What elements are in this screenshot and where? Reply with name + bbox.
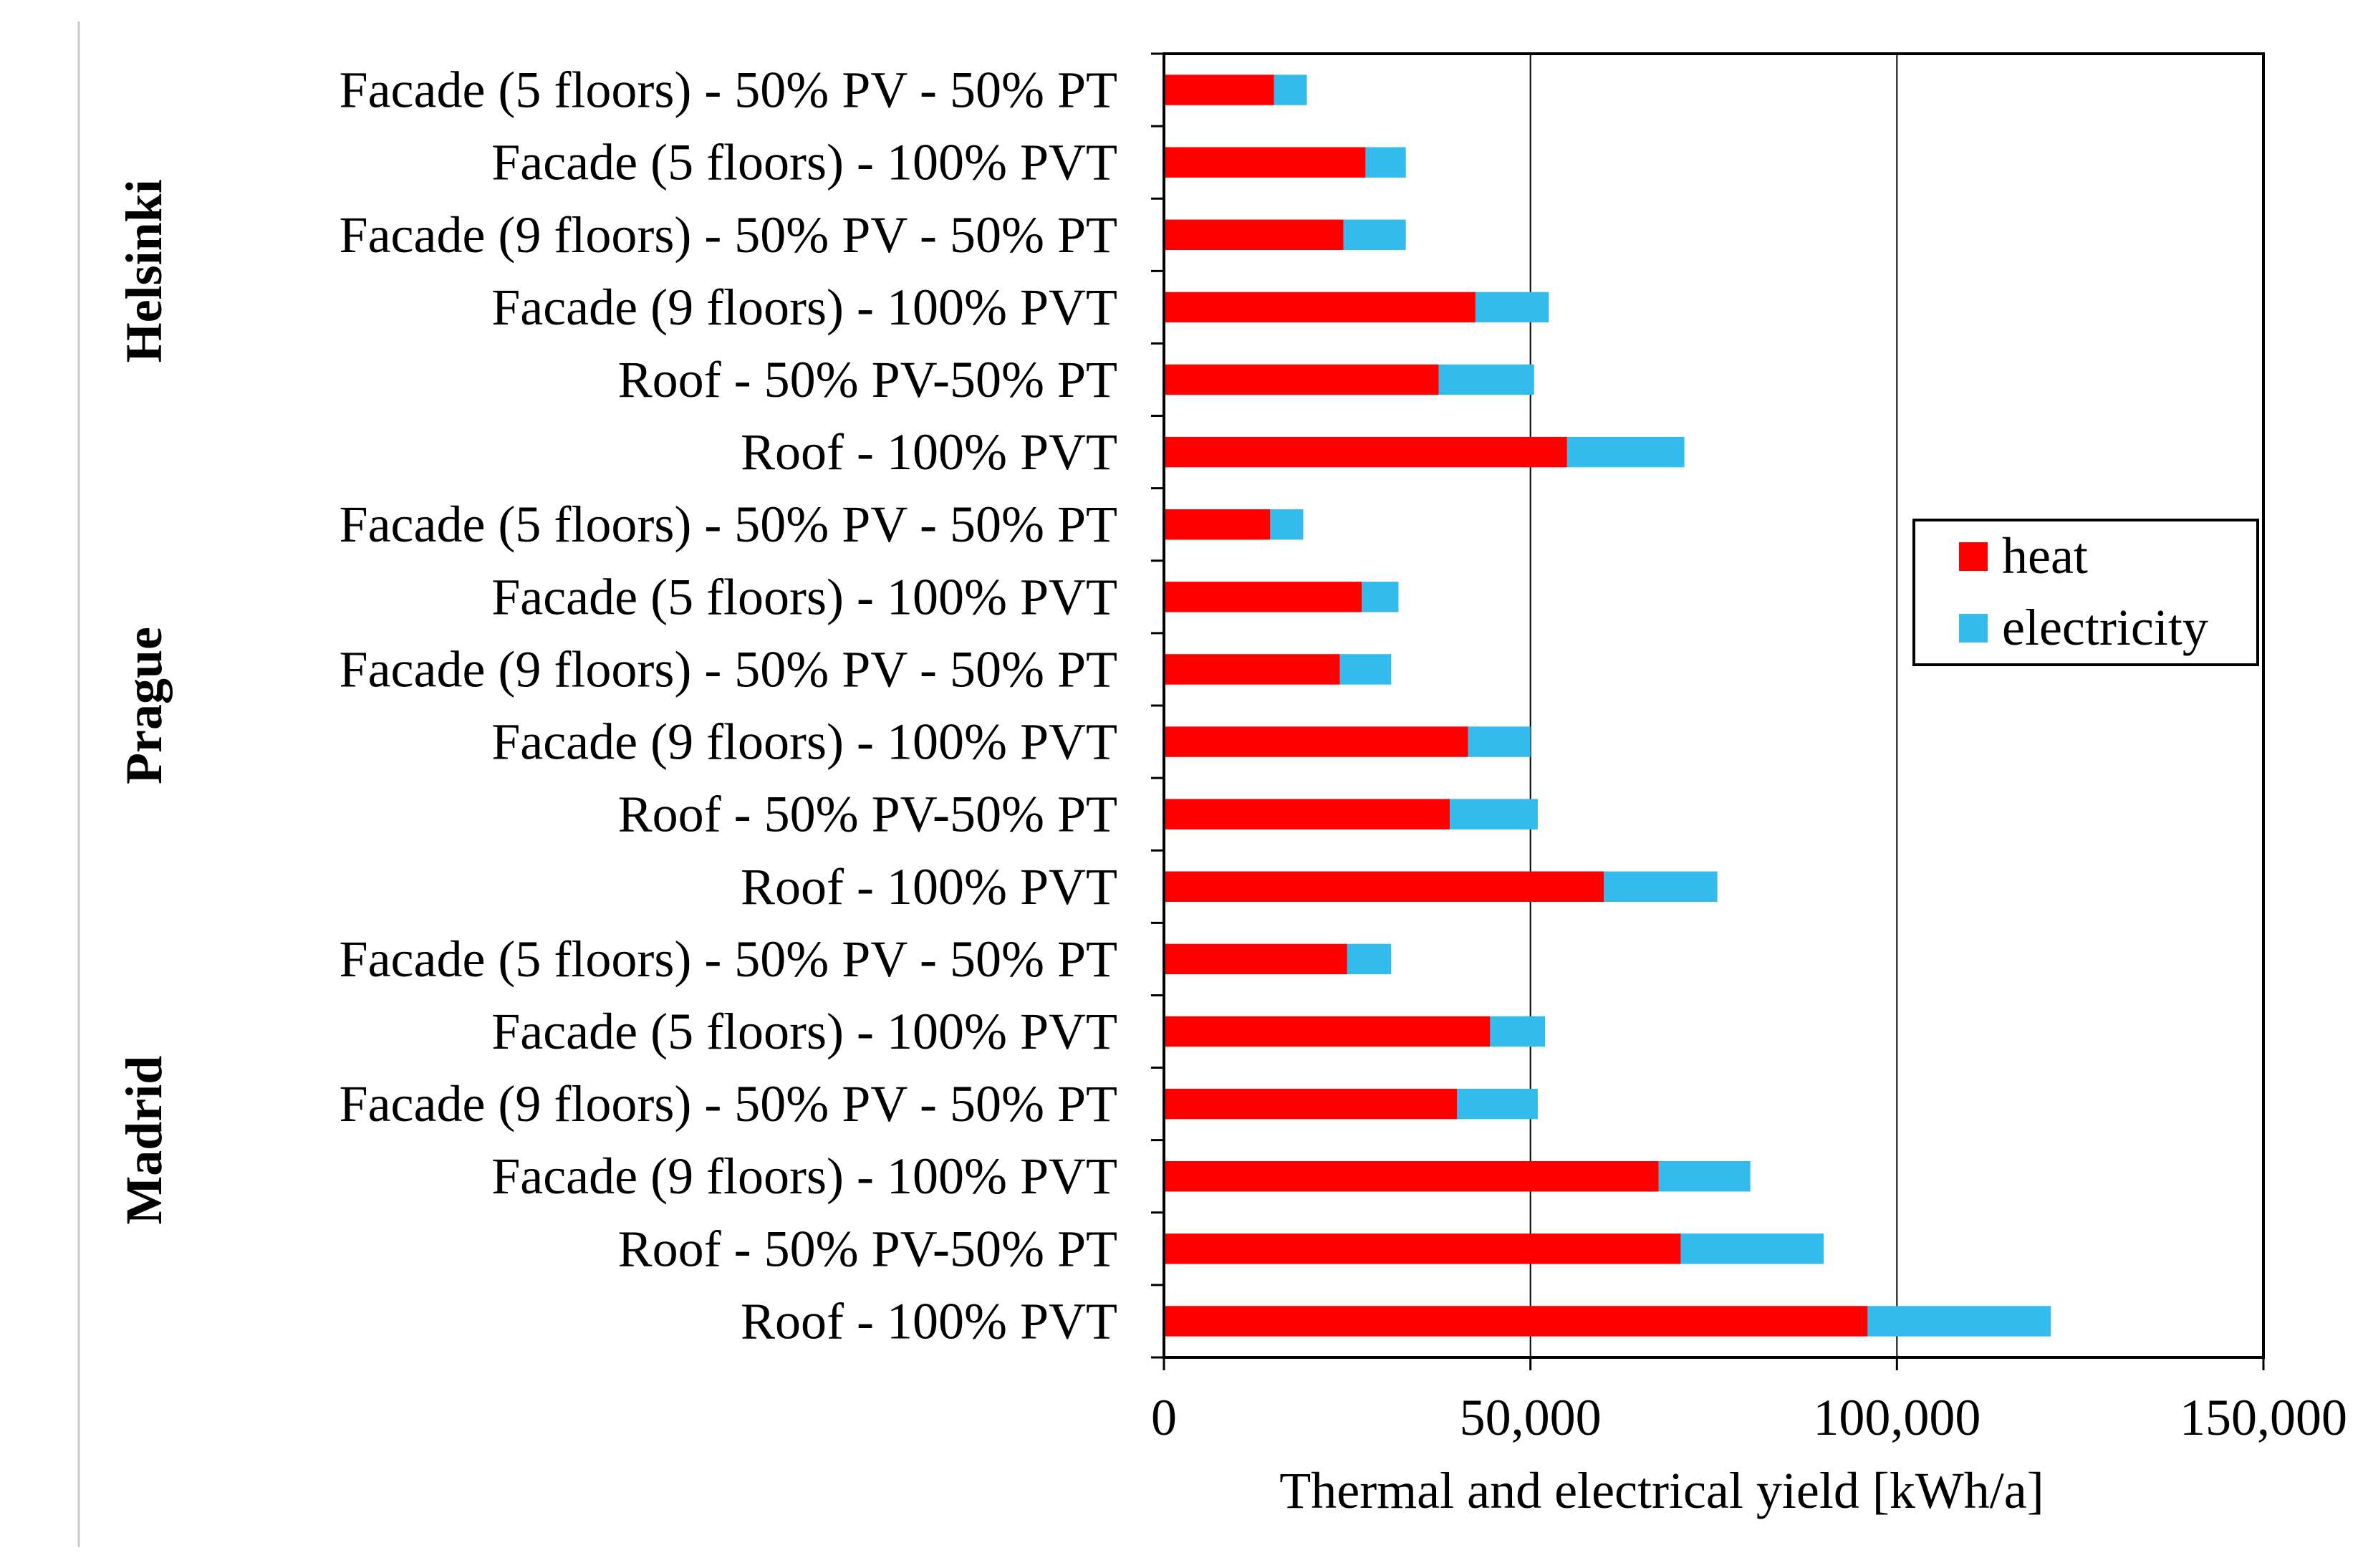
category-label: Facade (9 floors) - 100% PVT — [491, 1148, 1117, 1205]
legend-label-electricity: electricity — [2002, 599, 2208, 656]
category-label: Facade (5 floors) - 50% PV - 50% PT — [340, 496, 1117, 553]
category-label: Roof - 50% PV-50% PT — [618, 351, 1117, 408]
gridlines — [1529, 54, 1898, 1357]
bar-electricity-17 — [1867, 1306, 2051, 1337]
legend-label-heat: heat — [2002, 527, 2088, 585]
legend: heat electricity — [1912, 519, 2259, 666]
x-tick-label: 150,000 — [2180, 1389, 2347, 1446]
bar-electricity-3 — [1475, 292, 1549, 323]
group-label-helsinki: Helsinki — [115, 179, 173, 362]
category-label: Facade (9 floors) - 100% PVT — [491, 279, 1117, 336]
bar-heat-5 — [1164, 436, 1567, 468]
bar-heat-11 — [1164, 871, 1604, 903]
bar-electricity-2 — [1343, 219, 1406, 251]
bar-electricity-11 — [1604, 871, 1718, 903]
bar-heat-16 — [1164, 1233, 1681, 1264]
x-tick-label: 50,000 — [1460, 1389, 1602, 1446]
bar-heat-12 — [1164, 943, 1347, 975]
legend-swatch-electricity — [1959, 614, 1988, 643]
category-label: Roof - 50% PV-50% PT — [618, 1220, 1117, 1277]
bar-electricity-9 — [1468, 726, 1531, 757]
bar-electricity-8 — [1339, 654, 1392, 685]
category-label: Facade (5 floors) - 100% PVT — [491, 134, 1117, 191]
category-label: Facade (5 floors) - 100% PVT — [491, 1003, 1117, 1060]
bar-heat-9 — [1164, 726, 1468, 757]
category-label: Facade (9 floors) - 50% PV - 50% PT — [340, 640, 1117, 698]
bar-electricity-14 — [1457, 1088, 1538, 1120]
bar-electricity-10 — [1450, 799, 1538, 829]
bar-electricity-0 — [1274, 74, 1307, 105]
group-label-prague: Prague — [115, 627, 173, 784]
bar-heat-17 — [1164, 1306, 1868, 1337]
bar-electricity-4 — [1438, 364, 1534, 395]
y-axis-ticks — [1151, 52, 1164, 1359]
bar-electricity-16 — [1680, 1233, 1824, 1264]
bar-electricity-6 — [1270, 509, 1304, 540]
x-tick-label: 100,000 — [1813, 1389, 1980, 1446]
bar-electricity-15 — [1658, 1160, 1751, 1192]
group-labels: Helsinki Prague Madrid — [115, 179, 173, 1224]
x-axis-title: Thermal and electrical yield [kWh/a] — [1279, 1462, 2044, 1519]
category-label: Facade (9 floors) - 50% PV - 50% PT — [340, 206, 1117, 264]
bars — [1164, 74, 2051, 1337]
category-label: Facade (5 floors) - 50% PV - 50% PT — [340, 62, 1117, 119]
bar-electricity-13 — [1490, 1016, 1546, 1047]
x-axis-ticks: 0 50,000 100,000 150,000 — [1151, 1357, 2347, 1446]
category-labels: Facade (5 floors) - 50% PV - 50% PT Facad… — [340, 62, 1117, 1350]
bar-heat-4 — [1164, 364, 1439, 395]
bar-electricity-12 — [1347, 943, 1392, 975]
bar-heat-3 — [1164, 292, 1476, 323]
bar-heat-15 — [1164, 1160, 1659, 1192]
x-tick-label: 0 — [1151, 1389, 1177, 1446]
bar-electricity-5 — [1566, 436, 1685, 468]
group-label-madrid: Madrid — [115, 1056, 173, 1225]
bar-heat-0 — [1164, 74, 1274, 105]
category-label: Facade (5 floors) - 50% PV - 50% PT — [340, 930, 1117, 988]
legend-swatch-heat — [1959, 542, 1988, 571]
category-label: Facade (9 floors) - 100% PVT — [491, 713, 1117, 771]
category-label: Facade (9 floors) - 50% PV - 50% PT — [340, 1075, 1117, 1132]
bar-electricity-1 — [1365, 147, 1406, 178]
category-label: Facade (5 floors) - 100% PVT — [491, 568, 1117, 625]
bar-heat-13 — [1164, 1016, 1491, 1047]
bar-heat-6 — [1164, 509, 1271, 540]
bar-heat-7 — [1164, 582, 1362, 612]
bar-heat-1 — [1164, 147, 1366, 178]
bar-heat-8 — [1164, 654, 1340, 685]
category-label: Roof - 100% PVT — [741, 1292, 1117, 1350]
category-label: Roof - 100% PVT — [741, 423, 1117, 481]
bar-heat-14 — [1164, 1088, 1458, 1120]
bar-electricity-7 — [1362, 582, 1399, 612]
category-label: Roof - 100% PVT — [741, 858, 1117, 915]
bar-heat-2 — [1164, 219, 1344, 251]
category-label: Roof - 50% PV-50% PT — [618, 786, 1117, 843]
bar-heat-10 — [1164, 799, 1450, 829]
